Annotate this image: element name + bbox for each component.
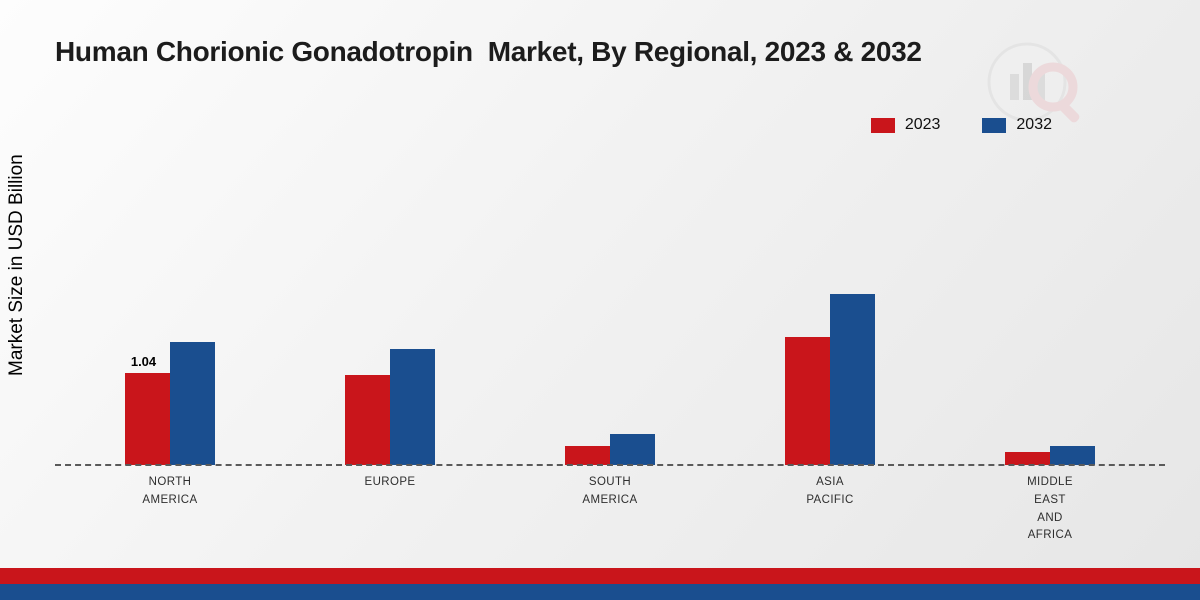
footer-stripe-blue — [0, 584, 1200, 600]
category-label-europe: EUROPE — [364, 476, 416, 488]
bar-2032-europe — [390, 349, 435, 465]
bar-2023-middle-east-and-africa — [1005, 452, 1050, 465]
footer-stripe-red — [0, 568, 1200, 584]
bar-2023-north-america — [125, 373, 170, 465]
bar-2032-asia-pacific — [830, 294, 875, 465]
legend-swatch-2032 — [982, 117, 1007, 133]
bar-value-label: 1.04 — [130, 354, 157, 369]
chart-magnifier-logo-icon — [987, 42, 1080, 123]
category-label-north-america: NORTH AMERICA — [142, 476, 198, 506]
bar-2023-south-america — [565, 446, 610, 465]
bar-2023-asia-pacific — [785, 337, 830, 465]
bar-2032-north-america — [170, 342, 215, 465]
legend-label-2032: 2032 — [1016, 116, 1052, 133]
legend-label-2023: 2023 — [904, 116, 941, 133]
legend-item-2032: 2032 — [982, 116, 1052, 134]
bar-2032-middle-east-and-africa — [1050, 446, 1095, 465]
legend-item-2023: 2023 — [870, 116, 941, 134]
bar-2032-south-america — [610, 434, 655, 465]
legend-swatch-2023 — [870, 117, 895, 133]
category-label-asia-pacific: ASIA PACIFIC — [806, 476, 854, 506]
brand-watermark-logo — [985, 40, 1089, 135]
x-axis-baseline — [55, 464, 1165, 466]
category-label-south-america: SOUTH AMERICA — [582, 476, 638, 506]
chart-title: Human Chorionic Gonadotropin Market, By … — [55, 36, 922, 67]
category-label-middle-east-and-africa: MIDDLE EAST AND AFRICA — [1027, 476, 1073, 542]
legend: 2023 2032 — [870, 116, 1052, 134]
bar-2023-europe — [345, 375, 390, 465]
